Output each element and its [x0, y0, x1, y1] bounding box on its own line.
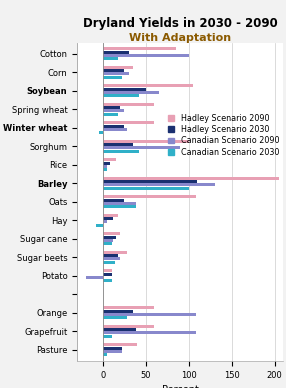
- Bar: [103, 128, 127, 131]
- Bar: [103, 72, 129, 76]
- Bar: [103, 214, 118, 217]
- Bar: [103, 232, 120, 236]
- Bar: [103, 47, 176, 50]
- Bar: [103, 146, 180, 149]
- X-axis label: Percent: Percent: [162, 385, 198, 388]
- Bar: [103, 217, 113, 220]
- Bar: [103, 109, 124, 113]
- Bar: [103, 125, 124, 128]
- Text: With Adaptation: With Adaptation: [129, 33, 231, 43]
- Bar: [103, 251, 127, 254]
- Bar: [103, 254, 118, 257]
- Bar: [103, 331, 196, 334]
- Bar: [96, 223, 103, 227]
- Bar: [103, 310, 133, 313]
- Bar: [103, 239, 113, 242]
- Bar: [103, 54, 189, 57]
- Bar: [103, 257, 120, 260]
- Text: Dryland Yields in 2030 - 2090: Dryland Yields in 2030 - 2090: [83, 17, 277, 31]
- Bar: [103, 66, 133, 69]
- Bar: [103, 343, 137, 346]
- Bar: [103, 106, 120, 109]
- Bar: [103, 57, 118, 60]
- Bar: [103, 242, 112, 245]
- Bar: [103, 353, 107, 356]
- Bar: [103, 328, 136, 331]
- Bar: [103, 69, 124, 72]
- Legend: Hadley Scenario 2090, Hadley Scenario 2030, Canadian Scenario 2090, Canadian Sce: Hadley Scenario 2090, Hadley Scenario 20…: [168, 114, 279, 157]
- Bar: [103, 306, 154, 310]
- Bar: [103, 269, 112, 272]
- Bar: [103, 84, 193, 87]
- Bar: [103, 313, 196, 316]
- Bar: [103, 195, 196, 199]
- Bar: [103, 350, 122, 353]
- Bar: [103, 149, 139, 153]
- Bar: [103, 76, 122, 79]
- Bar: [103, 205, 136, 208]
- Bar: [103, 168, 107, 171]
- Bar: [103, 177, 279, 180]
- Bar: [103, 91, 159, 94]
- Bar: [103, 158, 116, 161]
- Bar: [103, 279, 112, 282]
- Bar: [103, 161, 110, 165]
- Bar: [103, 316, 127, 319]
- Bar: [103, 202, 136, 205]
- Bar: [86, 276, 103, 279]
- Bar: [103, 220, 107, 223]
- Bar: [103, 103, 154, 106]
- Bar: [103, 346, 122, 350]
- Bar: [103, 325, 154, 328]
- Bar: [103, 183, 214, 187]
- Bar: [103, 143, 133, 146]
- Bar: [99, 131, 103, 134]
- Bar: [103, 140, 189, 143]
- Bar: [103, 236, 116, 239]
- Bar: [103, 113, 118, 116]
- Bar: [103, 199, 124, 202]
- Bar: [103, 121, 154, 125]
- Bar: [103, 50, 129, 54]
- Bar: [103, 334, 112, 338]
- Bar: [103, 260, 115, 264]
- Bar: [103, 165, 107, 168]
- Bar: [103, 187, 189, 190]
- Bar: [103, 180, 197, 183]
- Bar: [103, 272, 112, 276]
- Bar: [103, 94, 139, 97]
- Bar: [103, 88, 146, 91]
